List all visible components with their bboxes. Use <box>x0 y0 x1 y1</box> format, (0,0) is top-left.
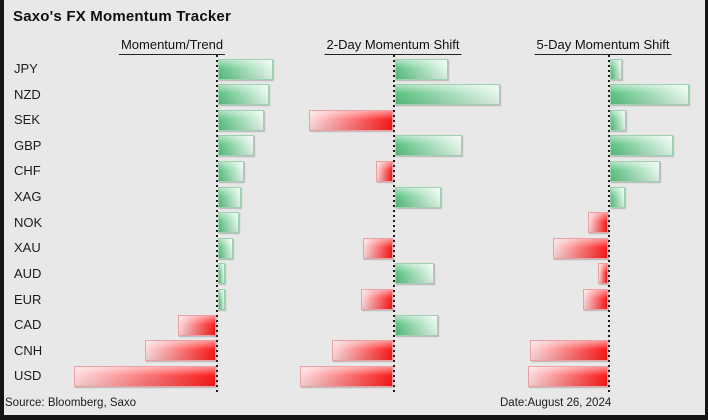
date-note: Date:August 26, 2024 <box>500 397 612 409</box>
row-label-nzd: NZD <box>14 86 41 102</box>
zero-baseline-panel-1 <box>216 55 218 392</box>
bar-nzd-panel-1 <box>218 84 269 106</box>
chart-title: Saxo's FX Momentum Tracker <box>13 8 232 25</box>
panel-header-momentum-trend: Momentum/Trend <box>118 37 226 55</box>
zero-baseline-panel-2 <box>393 55 395 392</box>
bar-gbp-panel-2 <box>395 135 462 157</box>
zero-baseline-panel-3 <box>608 55 610 392</box>
row-label-cnh: CNH <box>14 342 43 358</box>
bar-cnh-panel-2 <box>332 340 393 362</box>
bar-jpy-panel-3 <box>610 58 622 80</box>
bar-gbp-panel-1 <box>218 135 254 157</box>
bar-aud-panel-1 <box>218 263 225 285</box>
bar-usd-panel-1 <box>74 365 216 387</box>
row-label-usd: USD <box>14 368 42 384</box>
source-note: Source: Bloomberg, Saxo <box>5 397 137 409</box>
bar-usd-panel-3 <box>528 365 608 387</box>
bar-sek-panel-3 <box>610 109 626 131</box>
bar-chf-panel-1 <box>218 160 244 182</box>
bar-xag-panel-2 <box>395 186 441 208</box>
row-label-nok: NOK <box>14 214 43 230</box>
bar-gbp-panel-3 <box>610 135 673 157</box>
frame-border-left <box>0 0 4 420</box>
bar-nzd-panel-3 <box>610 84 689 106</box>
bar-cnh-panel-1 <box>145 340 216 362</box>
panel-header-2day-shift: 2-Day Momentum Shift <box>324 37 462 55</box>
bar-eur-panel-2 <box>361 289 393 311</box>
bar-aud-panel-2 <box>395 263 434 285</box>
bar-chf-panel-3 <box>610 160 660 182</box>
row-label-sek: SEK <box>14 112 41 128</box>
frame-border-bottom <box>0 415 708 420</box>
bar-nok-panel-3 <box>588 212 608 234</box>
row-label-xag: XAG <box>14 189 42 205</box>
bar-eur-panel-1 <box>218 289 225 311</box>
bar-usd-panel-2 <box>300 365 393 387</box>
row-label-cad: CAD <box>14 317 42 333</box>
row-label-xau: XAU <box>14 240 41 256</box>
bar-jpy-panel-1 <box>218 58 273 80</box>
bar-xag-panel-3 <box>610 186 625 208</box>
panel-header-5day-shift: 5-Day Momentum Shift <box>534 37 672 55</box>
bar-cad-panel-1 <box>178 314 216 336</box>
bar-aud-panel-3 <box>598 263 608 285</box>
row-label-aud: AUD <box>14 265 42 281</box>
bar-cad-panel-2 <box>395 314 438 336</box>
row-label-eur: EUR <box>14 291 42 307</box>
row-label-jpy: JPY <box>14 61 38 76</box>
bar-xau-panel-2 <box>363 237 393 259</box>
bar-sek-panel-1 <box>218 109 264 131</box>
bar-chf-panel-2 <box>376 160 393 182</box>
bar-sek-panel-2 <box>309 109 393 131</box>
bar-eur-panel-3 <box>583 289 608 311</box>
bar-xau-panel-1 <box>218 237 233 259</box>
row-label-gbp: GBP <box>14 137 42 153</box>
frame-border-right <box>705 0 708 420</box>
bar-xau-panel-3 <box>553 237 608 259</box>
bar-nzd-panel-2 <box>395 84 500 106</box>
bar-nok-panel-1 <box>218 212 239 234</box>
bar-cnh-panel-3 <box>530 340 608 362</box>
bar-jpy-panel-2 <box>395 58 448 80</box>
row-label-chf: CHF <box>14 163 41 179</box>
bar-xag-panel-1 <box>218 186 241 208</box>
